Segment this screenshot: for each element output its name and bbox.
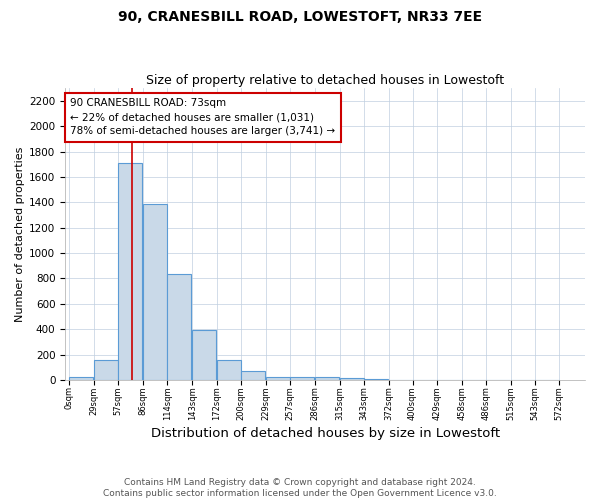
- Bar: [340, 378, 364, 380]
- Bar: [266, 377, 290, 380]
- Bar: [315, 377, 339, 380]
- Bar: [192, 330, 216, 380]
- Text: 90 CRANESBILL ROAD: 73sqm
← 22% of detached houses are smaller (1,031)
78% of se: 90 CRANESBILL ROAD: 73sqm ← 22% of detac…: [70, 98, 335, 136]
- Bar: [217, 360, 241, 380]
- Bar: [118, 163, 142, 380]
- Bar: [241, 371, 265, 380]
- Bar: [94, 360, 118, 380]
- Bar: [143, 204, 167, 380]
- Title: Size of property relative to detached houses in Lowestoft: Size of property relative to detached ho…: [146, 74, 504, 87]
- Text: Contains HM Land Registry data © Crown copyright and database right 2024.
Contai: Contains HM Land Registry data © Crown c…: [103, 478, 497, 498]
- Bar: [167, 274, 191, 380]
- Bar: [290, 377, 314, 380]
- Text: 90, CRANESBILL ROAD, LOWESTOFT, NR33 7EE: 90, CRANESBILL ROAD, LOWESTOFT, NR33 7EE: [118, 10, 482, 24]
- Bar: [364, 378, 388, 380]
- Y-axis label: Number of detached properties: Number of detached properties: [15, 146, 25, 322]
- Bar: [70, 378, 94, 380]
- X-axis label: Distribution of detached houses by size in Lowestoft: Distribution of detached houses by size …: [151, 427, 500, 440]
